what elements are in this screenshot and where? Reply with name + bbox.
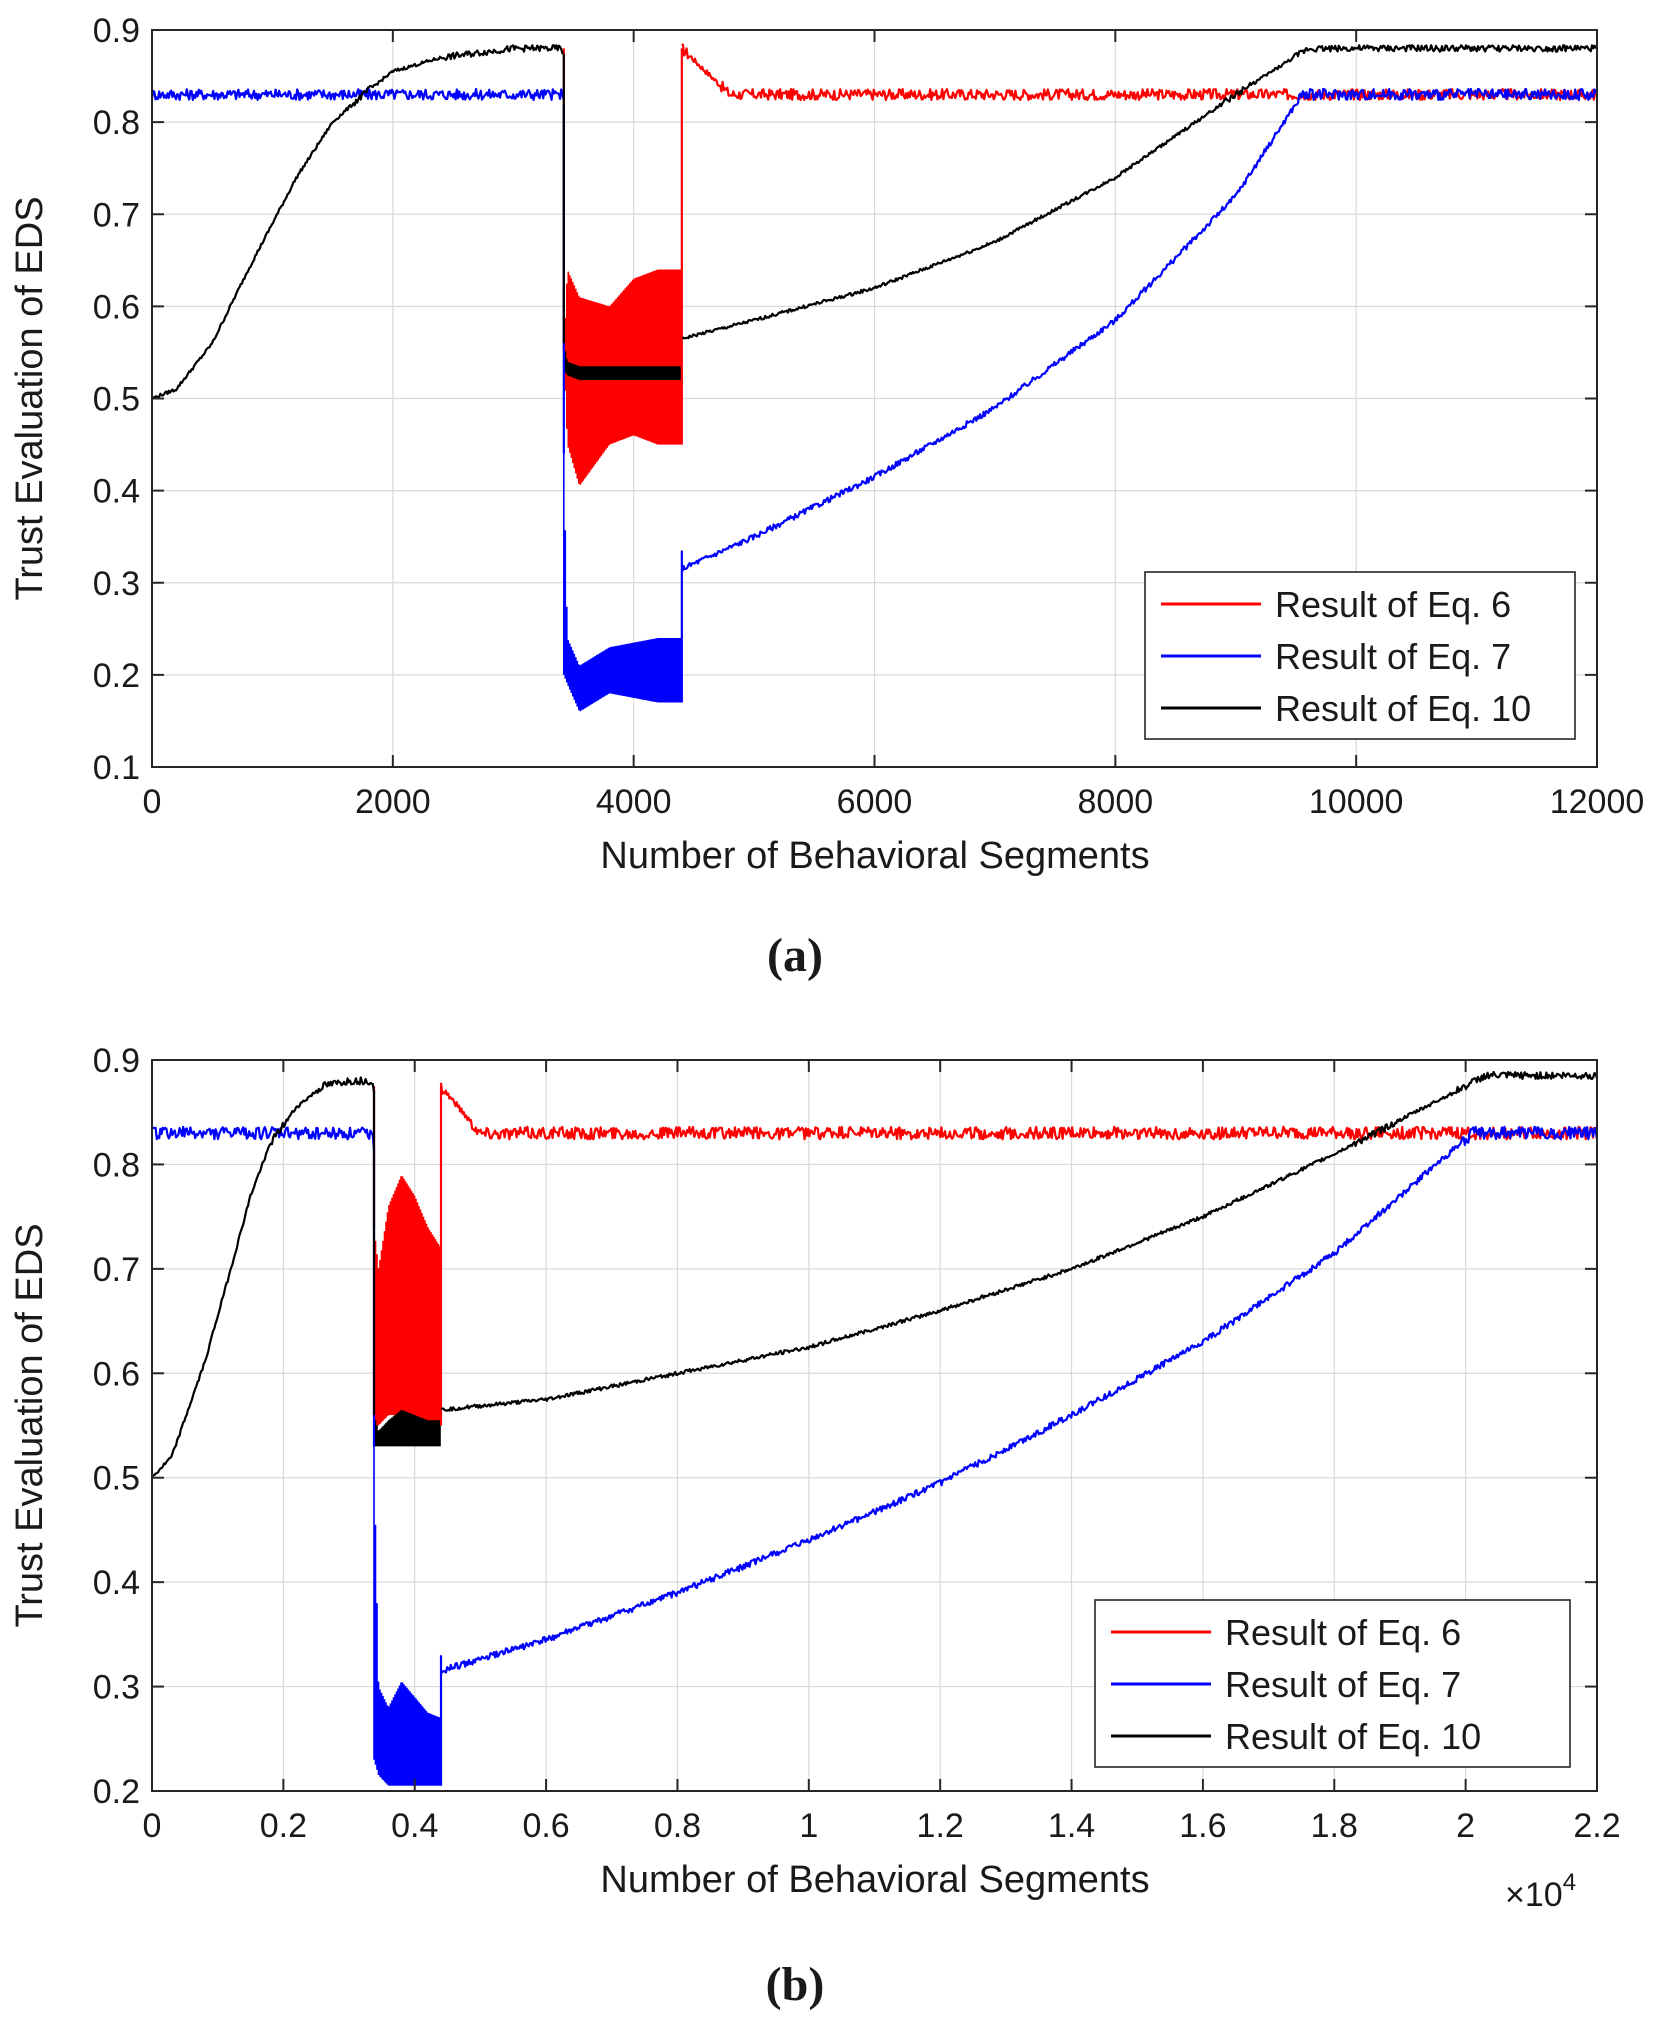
- x-tick-label: 1.8: [1311, 1807, 1358, 1845]
- y-tick-label: 0.3: [93, 565, 140, 603]
- x-multiplier-base: ×10: [1505, 1876, 1563, 1914]
- series-line-result-of-eq-7: [681, 87, 1598, 572]
- x-tick-label: 2000: [355, 783, 431, 821]
- legend-label: Result of Eq. 7: [1275, 636, 1511, 677]
- y-tick-label: 0.6: [93, 288, 140, 326]
- legend-label: Result of Eq. 10: [1275, 688, 1531, 729]
- x-axis-multiplier-b: ×104: [1505, 1869, 1576, 1914]
- x-tick-label: 0.6: [522, 1807, 569, 1845]
- y-tick-label: 0.7: [93, 1251, 140, 1289]
- y-tick-label: 0.2: [93, 657, 140, 695]
- series-lines-a: [150, 43, 1598, 703]
- tick-labels-b: 0 0.2 0.4 0.6 0.8 1 1.2 1.4 1.6 1.8 2 2.20.20.30.40…: [93, 1042, 1621, 1845]
- oscillation-bands-a: [563, 269, 682, 712]
- legend-label: Result of Eq. 6: [1275, 584, 1511, 625]
- y-tick-label: 0.1: [93, 749, 140, 787]
- legend-label: Result of Eq. 10: [1225, 1716, 1481, 1757]
- x-axis-label-a: Number of Behavioral Segments: [600, 835, 1149, 877]
- x-tick-label: 12000: [1550, 783, 1645, 821]
- y-tick-label: 0.6: [93, 1355, 140, 1393]
- series-lines-b: [150, 1070, 1598, 1786]
- series-line-result-of-eq-10: [681, 44, 1598, 340]
- series-line-result-of-eq-7: [150, 87, 565, 102]
- legend-label: Result of Eq. 7: [1225, 1664, 1461, 1705]
- y-tick-label: 0.8: [93, 104, 140, 142]
- y-tick-label: 0.7: [93, 196, 140, 234]
- y-tick-label: 0.9: [93, 12, 140, 50]
- x-tick-label: 6000: [837, 783, 913, 821]
- legend-a: Result of Eq. 6 Result of Eq. 7 Result of …: [1144, 571, 1576, 740]
- x-axis-label-b: Number of Behavioral Segments: [600, 1859, 1149, 1901]
- plot-area-b: [151, 1059, 1598, 1792]
- x-tick-label: 10000: [1309, 783, 1404, 821]
- oscillation-bands-b: [373, 1176, 441, 1786]
- series-line-result-of-eq-6: [439, 1082, 1598, 1141]
- x-tick-label: 1.4: [1048, 1807, 1095, 1845]
- series-line-result-of-eq-7: [440, 1125, 1598, 1675]
- series-line-result-of-eq-10: [150, 1076, 376, 1480]
- x-multiplier-exponent: 4: [1563, 1869, 1576, 1896]
- series-line-result-of-eq-10: [440, 1070, 1598, 1412]
- x-tick-label: 1: [799, 1807, 818, 1845]
- series-line-result-of-eq-7: [151, 1125, 376, 1152]
- y-tick-label: 0.3: [93, 1669, 140, 1707]
- y-tick-label: 0.5: [93, 1460, 140, 1498]
- tick-labels-a: 0 2000 4000 6000 8000 10000 12000 0.1 0.2 0.3 0.4 0…: [93, 12, 1645, 821]
- x-tick-label: 0.8: [654, 1807, 701, 1845]
- x-tick-label: 0: [143, 1807, 162, 1845]
- x-tick-label: 2.2: [1573, 1807, 1620, 1845]
- series-line-result-of-eq-6: [681, 43, 1598, 102]
- grid-a: [151, 29, 1598, 768]
- y-tick-label: 0.8: [93, 1146, 140, 1184]
- y-axis-label-b: Trust Evaluation of EDS: [9, 1223, 51, 1627]
- series-line-result-of-eq-10: [151, 44, 565, 400]
- panel-caption-b: (b): [766, 1958, 825, 2011]
- y-tick-label: 0.2: [93, 1773, 140, 1811]
- x-tick-label: 8000: [1078, 783, 1154, 821]
- x-tick-label: 0.2: [260, 1807, 307, 1845]
- y-tick-label: 0.4: [93, 1564, 140, 1602]
- x-tick-label: 4000: [596, 783, 672, 821]
- oscillation-band-result-of-eq-7: [373, 1446, 441, 1786]
- legend-label: Result of Eq. 6: [1225, 1612, 1461, 1653]
- x-tick-label: 0.4: [391, 1807, 438, 1845]
- panel-a: 0 2000 4000 6000 8000 10000 12000 0.1 0.2 0.3 0.4 0…: [9, 12, 1644, 982]
- panel-b: 0 0.2 0.4 0.6 0.8 1 1.2 1.4 1.6 1.8 2 2.20.20.30.40…: [9, 1042, 1621, 2011]
- x-tick-label: 1.2: [917, 1807, 964, 1845]
- x-tick-label: 2: [1456, 1807, 1475, 1845]
- panel-caption-a: (a): [767, 929, 823, 982]
- oscillation-band-result-of-eq-7: [563, 453, 682, 712]
- y-tick-label: 0.9: [93, 1042, 140, 1080]
- x-tick-label: 0: [143, 783, 162, 821]
- y-axis-label-a: Trust Evaluation of EDS: [9, 196, 51, 600]
- x-tick-label: 1.6: [1179, 1807, 1226, 1845]
- y-tick-label: 0.5: [93, 381, 140, 419]
- y-tick-label: 0.4: [93, 473, 140, 511]
- legend-b: Result of Eq. 6 Result of Eq. 7 Result of …: [1094, 1599, 1571, 1768]
